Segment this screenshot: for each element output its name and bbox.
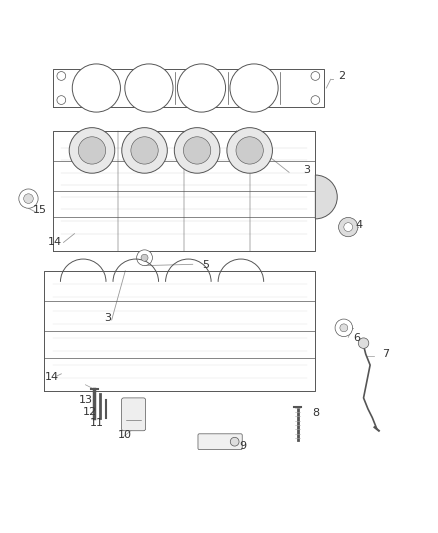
Text: 2: 2 bbox=[338, 71, 345, 81]
Circle shape bbox=[174, 128, 220, 173]
Text: 12: 12 bbox=[83, 407, 97, 417]
Text: 15: 15 bbox=[32, 205, 46, 215]
Circle shape bbox=[227, 128, 272, 173]
Text: 4: 4 bbox=[356, 220, 363, 230]
Circle shape bbox=[137, 250, 152, 265]
FancyBboxPatch shape bbox=[198, 434, 242, 449]
FancyBboxPatch shape bbox=[121, 398, 145, 431]
Circle shape bbox=[311, 96, 320, 104]
Circle shape bbox=[340, 324, 348, 332]
Text: 9: 9 bbox=[240, 441, 247, 451]
Circle shape bbox=[131, 137, 158, 164]
Circle shape bbox=[72, 64, 120, 112]
Text: 8: 8 bbox=[312, 408, 319, 418]
Circle shape bbox=[19, 189, 38, 208]
Circle shape bbox=[184, 137, 211, 164]
Circle shape bbox=[339, 217, 358, 237]
Circle shape bbox=[230, 437, 239, 446]
Circle shape bbox=[78, 137, 106, 164]
Text: 11: 11 bbox=[90, 418, 104, 428]
Circle shape bbox=[344, 223, 353, 231]
Circle shape bbox=[122, 128, 167, 173]
Circle shape bbox=[24, 194, 33, 204]
Text: 3: 3 bbox=[303, 165, 310, 175]
Circle shape bbox=[335, 319, 353, 336]
Circle shape bbox=[69, 128, 115, 173]
Circle shape bbox=[141, 254, 148, 261]
Text: 5: 5 bbox=[202, 260, 209, 270]
Circle shape bbox=[311, 71, 320, 80]
Circle shape bbox=[230, 64, 278, 112]
Circle shape bbox=[358, 338, 369, 349]
Text: 3: 3 bbox=[104, 313, 111, 323]
Circle shape bbox=[125, 64, 173, 112]
Text: 13: 13 bbox=[78, 395, 92, 405]
Text: 10: 10 bbox=[118, 430, 132, 440]
Circle shape bbox=[57, 96, 66, 104]
Text: 14: 14 bbox=[45, 372, 59, 382]
Circle shape bbox=[236, 137, 263, 164]
Text: 7: 7 bbox=[382, 349, 389, 359]
Text: 14: 14 bbox=[48, 237, 62, 247]
Wedge shape bbox=[315, 175, 337, 219]
Circle shape bbox=[177, 64, 226, 112]
Text: 6: 6 bbox=[353, 333, 360, 343]
Circle shape bbox=[57, 71, 66, 80]
